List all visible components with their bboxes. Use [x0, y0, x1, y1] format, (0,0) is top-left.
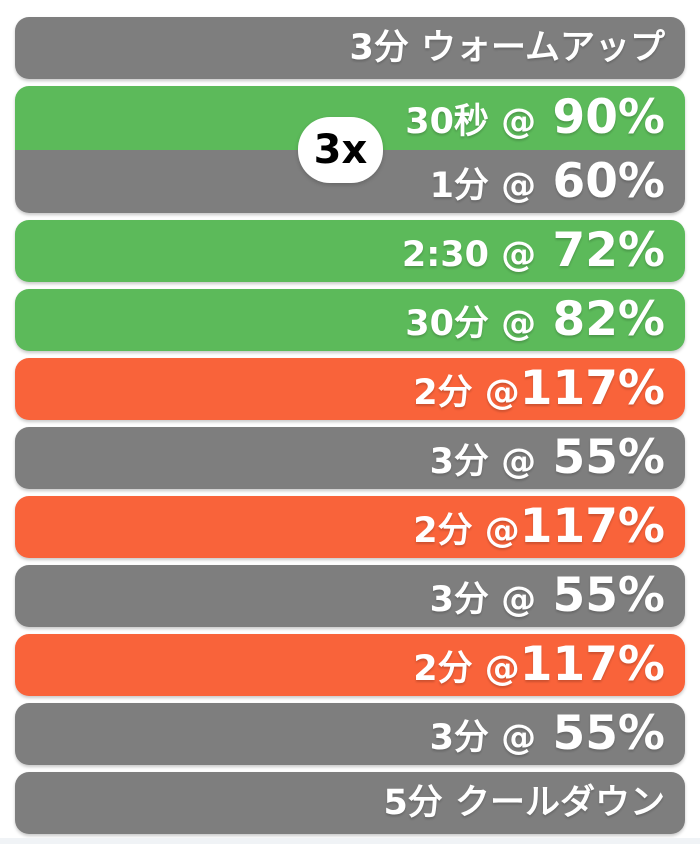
interval-duration: 2分 @: [413, 649, 520, 689]
interval-warmup[interactable]: 3分 ウォームアップ: [15, 17, 685, 79]
interval-percent: 90%: [536, 90, 665, 145]
interval-duration: 1分 @: [429, 166, 537, 206]
interval-row[interactable]: 3分 @ 55%: [15, 565, 685, 627]
interval-percent: 117%: [519, 361, 665, 416]
repeat-block[interactable]: 30秒 @ 90% 1分 @ 60% 3x: [15, 86, 685, 213]
interval-row[interactable]: 3分 @ 55%: [15, 427, 685, 489]
interval-percent: 117%: [519, 637, 665, 692]
interval-percent: 82%: [536, 292, 665, 347]
interval-duration: 2分 @: [413, 373, 520, 413]
interval-duration: 3分 @: [429, 580, 537, 620]
interval-percent: 55%: [536, 568, 665, 623]
interval-row[interactable]: 3分 @ 55%: [15, 703, 685, 765]
interval-percent: 55%: [536, 430, 665, 485]
interval-label: 3分 ウォームアップ: [349, 28, 666, 68]
bottom-edge-strip: [0, 838, 700, 844]
interval-duration: 3分 @: [429, 718, 537, 758]
interval-cooldown[interactable]: 5分 クールダウン: [15, 772, 685, 834]
repeat-count-label: 3x: [313, 127, 368, 173]
interval-duration: 3分 @: [429, 442, 537, 482]
interval-row[interactable]: 2:30 @ 72%: [15, 220, 685, 282]
interval-row[interactable]: 2分 @117%: [15, 496, 685, 558]
interval-percent: 117%: [519, 499, 665, 554]
interval-duration: 2:30 @: [401, 235, 537, 275]
interval-percent: 72%: [536, 223, 665, 278]
interval-row[interactable]: 30分 @ 82%: [15, 289, 685, 351]
interval-percent: 60%: [536, 154, 665, 209]
interval-row[interactable]: 2分 @117%: [15, 634, 685, 696]
interval-percent: 55%: [536, 706, 665, 761]
interval-label: 5分 クールダウン: [383, 783, 665, 823]
interval-row[interactable]: 2分 @117%: [15, 358, 685, 420]
repeat-count-badge[interactable]: 3x: [298, 117, 383, 183]
interval-duration: 30秒 @: [405, 102, 537, 142]
interval-duration: 30分 @: [405, 304, 537, 344]
interval-duration: 2分 @: [413, 511, 520, 551]
